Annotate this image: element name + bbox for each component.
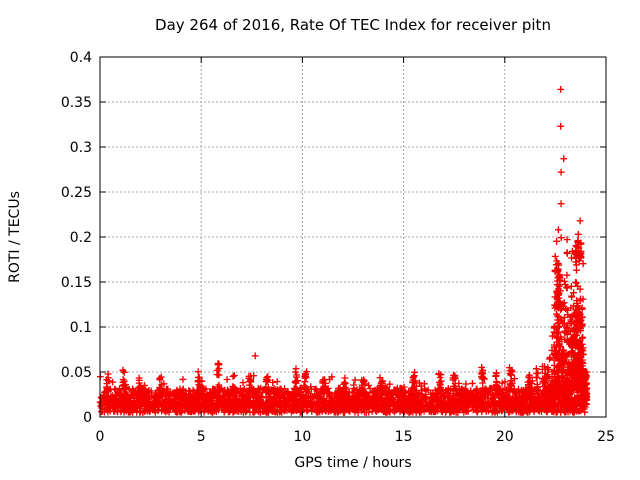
roti-data-points <box>96 86 591 416</box>
x-tick-label: 5 <box>197 429 206 445</box>
y-tick-label: 0.05 <box>61 365 92 381</box>
y-tick-label: 0.1 <box>70 320 92 336</box>
chart-title: Day 264 of 2016, Rate Of TEC Index for r… <box>155 16 551 34</box>
y-tick-label: 0.15 <box>61 275 92 291</box>
y-tick-label: 0.35 <box>61 95 92 111</box>
y-tick-label: 0.2 <box>70 230 92 246</box>
x-tick-label: 15 <box>395 429 413 445</box>
x-tick-label: 0 <box>96 429 105 445</box>
x-tick-label: 25 <box>597 429 615 445</box>
y-tick-label: 0.4 <box>70 50 92 66</box>
x-tick-label: 20 <box>496 429 514 445</box>
y-tick-label: 0.3 <box>70 140 92 156</box>
y-tick-label: 0 <box>83 410 92 426</box>
y-tick-label: 0.25 <box>61 185 92 201</box>
x-axis-label: GPS time / hours <box>294 455 412 471</box>
x-tick-label: 10 <box>293 429 311 445</box>
